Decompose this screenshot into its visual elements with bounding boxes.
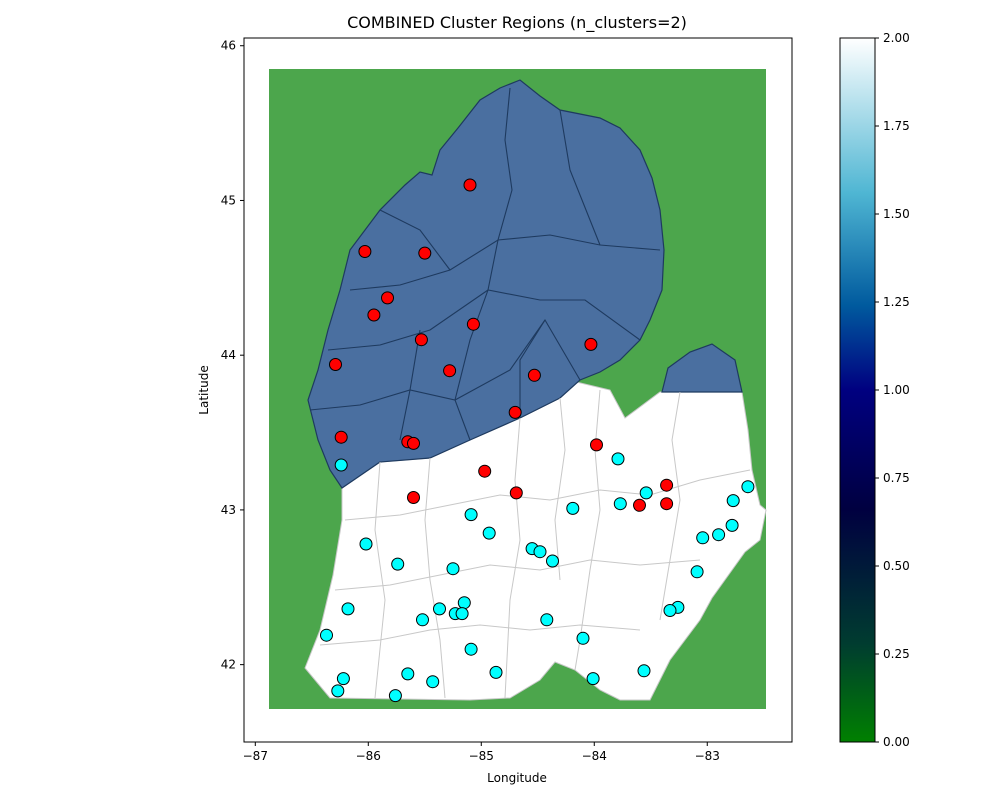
- cluster-2-point-21: [341, 602, 355, 616]
- scatter-points: [320, 178, 755, 703]
- cluster-1-point-3: [418, 246, 432, 260]
- cluster-1-point-19: [509, 486, 523, 500]
- cluster-2-point-6: [613, 497, 627, 511]
- cluster-2-point-28: [540, 613, 554, 627]
- cluster-2-point-13: [359, 537, 373, 551]
- cluster-2-point-16: [546, 554, 559, 568]
- x-tick-label: −83: [695, 749, 720, 763]
- x-tick-label: −85: [469, 749, 494, 763]
- colorbar-tick-label: 1.50: [883, 207, 910, 221]
- cluster-2-point-38: [331, 684, 345, 698]
- colorbar-tick-label: 0.75: [883, 471, 910, 485]
- cluster-region-north-thumb: [661, 343, 743, 393]
- map-layer: [269, 69, 767, 709]
- cluster-2-point-2: [611, 452, 625, 466]
- cluster-2-point-34: [637, 664, 651, 678]
- cluster-2-point-11: [696, 531, 710, 545]
- colorbar: [839, 37, 876, 743]
- cluster-2-point-22: [433, 602, 446, 616]
- y-tick-label: 44: [221, 348, 236, 362]
- cluster-2-point-4: [639, 486, 653, 500]
- cluster-2-point-3: [741, 480, 755, 494]
- cluster-2-point-8: [464, 508, 478, 522]
- colorbar-tick-label: 0.25: [883, 647, 910, 661]
- cluster-1-point-21: [660, 497, 674, 511]
- north-watershed-boundaries: [309, 87, 661, 441]
- cluster-2-point-24: [663, 604, 677, 617]
- cluster-1-point-17: [478, 464, 492, 478]
- cluster-2-point-32: [401, 667, 415, 681]
- cluster-1-point-1: [463, 178, 477, 192]
- colorbar-tick-label: 0.50: [883, 559, 910, 573]
- colorbar-axis: 0.00 0.25 0.50 0.75 1.00 1.25 1.50 1.75 2.00: [875, 31, 910, 749]
- cluster-2-point-19: [690, 565, 704, 579]
- cluster-1-point-4: [381, 291, 394, 305]
- cluster-1-point-6: [466, 317, 480, 331]
- cluster-2-point-10: [712, 528, 726, 542]
- y-axis-label: Latitude: [197, 365, 211, 414]
- cluster-2-point-35: [336, 672, 350, 686]
- cluster-1-point-8: [584, 337, 598, 351]
- cluster-1-point-5: [367, 308, 381, 322]
- cluster-1-point-13: [334, 430, 348, 444]
- cluster-2-point-9: [482, 526, 496, 540]
- cluster-2-point-15: [533, 545, 547, 559]
- cluster-2-point-30: [576, 631, 590, 645]
- y-tick-label: 45: [221, 193, 236, 207]
- x-tick-label: −84: [582, 749, 607, 763]
- cluster-1-point-11: [527, 368, 541, 382]
- y-axis: 42 43 44 45 46: [221, 39, 244, 672]
- cluster-2-point-5: [726, 494, 740, 508]
- cluster-1-point-10: [443, 364, 457, 378]
- x-tick-label: −87: [243, 749, 268, 763]
- cluster-1-point-9: [329, 358, 342, 371]
- axes-frame: [243, 37, 793, 743]
- x-axis: −87 −86 −85 −84 −83: [243, 742, 720, 763]
- cluster-2-point-39: [388, 689, 402, 703]
- cluster-2-point-37: [426, 675, 440, 689]
- x-axis-label: Longitude: [487, 771, 547, 785]
- cluster-1-point-2: [358, 245, 372, 258]
- x-tick-label: −86: [356, 749, 381, 763]
- cluster-1-point-15: [407, 436, 420, 450]
- cluster-2-point-27: [416, 613, 429, 627]
- cluster-1-point-22: [633, 498, 646, 512]
- cluster-1-point-12: [508, 405, 522, 419]
- cluster-2-point-20: [457, 596, 471, 610]
- cluster-2-point-33: [489, 665, 503, 679]
- cluster-2-point-36: [586, 672, 600, 686]
- y-tick-label: 46: [221, 39, 236, 53]
- cluster-2-point-12: [725, 518, 739, 532]
- colorbar-tick-label: 1.00: [883, 383, 910, 397]
- colorbar-tick-label: 2.00: [883, 31, 910, 45]
- colorbar-tick-label: 1.75: [883, 119, 910, 133]
- cluster-2-point-18: [446, 562, 460, 576]
- y-tick-label: 42: [221, 658, 236, 672]
- cluster-1-point-18: [660, 478, 674, 492]
- cluster-1-point-20: [407, 491, 420, 504]
- cluster-2-point-17: [391, 557, 405, 571]
- y-tick-label: 43: [221, 503, 236, 517]
- cluster-2-point-29: [320, 628, 333, 642]
- cluster-2-point-26: [455, 607, 469, 621]
- cluster-2-point-31: [464, 642, 478, 656]
- cluster-2-point-7: [566, 501, 580, 515]
- cluster-1-point-16: [590, 438, 603, 452]
- chart-title: COMBINED Cluster Regions (n_clusters=2): [347, 13, 687, 33]
- colorbar-tick-label: 1.25: [883, 295, 910, 309]
- cluster-1-point-7: [414, 333, 428, 347]
- cluster-2-point-1: [334, 458, 348, 472]
- colorbar-tick-label: 0.00: [883, 735, 910, 749]
